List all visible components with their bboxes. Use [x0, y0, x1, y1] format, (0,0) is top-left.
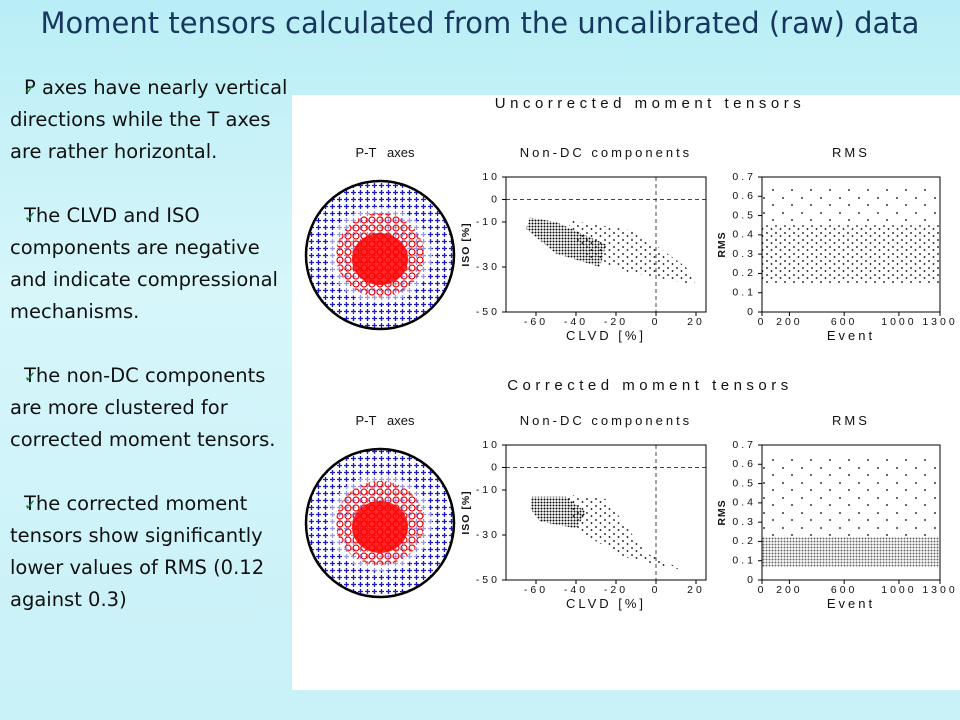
- y-tick-label: 0.1: [732, 554, 756, 566]
- scatter-cloud: [762, 454, 940, 538]
- scatter-cloud: [762, 186, 940, 226]
- x-tick-label: 600: [831, 316, 858, 328]
- plot-title: RMS: [832, 413, 870, 428]
- y-axis-label: RMS: [716, 231, 728, 257]
- bullet-list: P axes have nearly vertical directions w…: [10, 72, 295, 648]
- y-tick-label: -50: [476, 574, 500, 586]
- stereonet-title: P-T axes: [355, 145, 415, 160]
- y-tick-label: 0.4: [732, 497, 756, 509]
- x-tick-label: 0: [652, 316, 661, 328]
- y-tick-label: 0: [747, 574, 756, 586]
- slide-title: Moment tensors calculated from the uncal…: [40, 6, 920, 40]
- x-tick-label: 1000: [881, 316, 916, 328]
- y-tick-label: 0.2: [732, 535, 756, 547]
- y-tick-label: -30: [476, 529, 500, 541]
- y-tick-label: 0: [491, 193, 500, 205]
- y-axis-label: RMS: [716, 499, 728, 525]
- stereonet-p-axes-core: [352, 233, 408, 285]
- y-tick-label: -30: [476, 261, 500, 273]
- stereonet-outline: [304, 179, 456, 331]
- bullet: The non-DC components are more clustered…: [10, 360, 295, 456]
- x-tick-label: 200: [776, 316, 803, 328]
- y-tick-label: 0.7: [732, 439, 756, 451]
- y-tick-label: 0.7: [732, 171, 756, 183]
- x-tick-label: -60: [524, 584, 548, 596]
- y-tick-label: 10: [482, 439, 500, 451]
- y-tick-label: 0.3: [732, 248, 756, 260]
- x-tick-label: 600: [831, 584, 858, 596]
- bullet: The CLVD and ISO components are negative…: [10, 200, 295, 328]
- plot-title: Non-DC components: [520, 145, 692, 160]
- y-tick-label: 10: [482, 171, 500, 183]
- x-tick-label: 20: [687, 584, 705, 596]
- bullet: P axes have nearly vertical directions w…: [10, 72, 295, 168]
- scatter-cloud: [566, 219, 696, 285]
- x-tick-label: -40: [564, 316, 588, 328]
- y-tick-label: 0.6: [732, 458, 756, 470]
- x-tick-label: -20: [604, 584, 628, 596]
- x-tick-label: 200: [776, 584, 803, 596]
- x-tick-label: -20: [604, 316, 628, 328]
- plot-frame: [761, 444, 941, 581]
- panel-heading: Uncorrected moment tensors: [495, 95, 805, 112]
- y-tick-label: -50: [476, 306, 500, 318]
- x-axis-label: Event: [827, 328, 875, 343]
- x-tick-label: 1000: [881, 584, 916, 596]
- x-axis-label: CLVD [%]: [566, 328, 646, 343]
- bullet: The corrected moment tensors show signif…: [10, 488, 295, 616]
- stereonet-outline: [304, 447, 456, 599]
- x-tick-label: 0: [758, 316, 767, 328]
- panel-heading: Corrected moment tensors: [507, 377, 793, 394]
- x-tick-label: 20: [687, 316, 705, 328]
- stereonet-title: P-T axes: [355, 413, 415, 428]
- y-tick-label: 0: [491, 461, 500, 473]
- y-tick-label: 0.5: [732, 209, 756, 221]
- y-tick-label: 0.1: [732, 286, 756, 298]
- y-tick-label: -10: [476, 216, 500, 228]
- scatter-cloud: [762, 537, 940, 567]
- scatter-cloud: [566, 494, 686, 571]
- stereonet-p-axes-core: [352, 501, 408, 553]
- x-tick-label: 1300: [922, 316, 957, 328]
- y-tick-label: 0.2: [732, 267, 756, 279]
- y-axis-label: ISO [%]: [460, 490, 472, 534]
- x-tick-label: -60: [524, 316, 548, 328]
- y-axis-label: ISO [%]: [460, 222, 472, 266]
- x-tick-label: 1300: [922, 584, 957, 596]
- y-tick-label: 0.4: [732, 229, 756, 241]
- plot-title: RMS: [832, 145, 870, 160]
- y-tick-label: 0.6: [732, 190, 756, 202]
- x-axis-label: CLVD [%]: [566, 596, 646, 611]
- plot-frame: [505, 176, 707, 313]
- plot-frame: [761, 176, 941, 313]
- plot-frame: [505, 444, 707, 581]
- y-tick-label: 0.5: [732, 477, 756, 489]
- y-tick-label: -10: [476, 484, 500, 496]
- x-axis-label: Event: [827, 596, 875, 611]
- y-tick-label: 0.3: [732, 516, 756, 528]
- plot-title: Non-DC components: [520, 413, 692, 428]
- x-tick-label: 0: [758, 584, 767, 596]
- x-tick-label: -40: [564, 584, 588, 596]
- x-tick-label: 0: [652, 584, 661, 596]
- scatter-cloud: [762, 225, 940, 284]
- y-tick-label: 0: [747, 306, 756, 318]
